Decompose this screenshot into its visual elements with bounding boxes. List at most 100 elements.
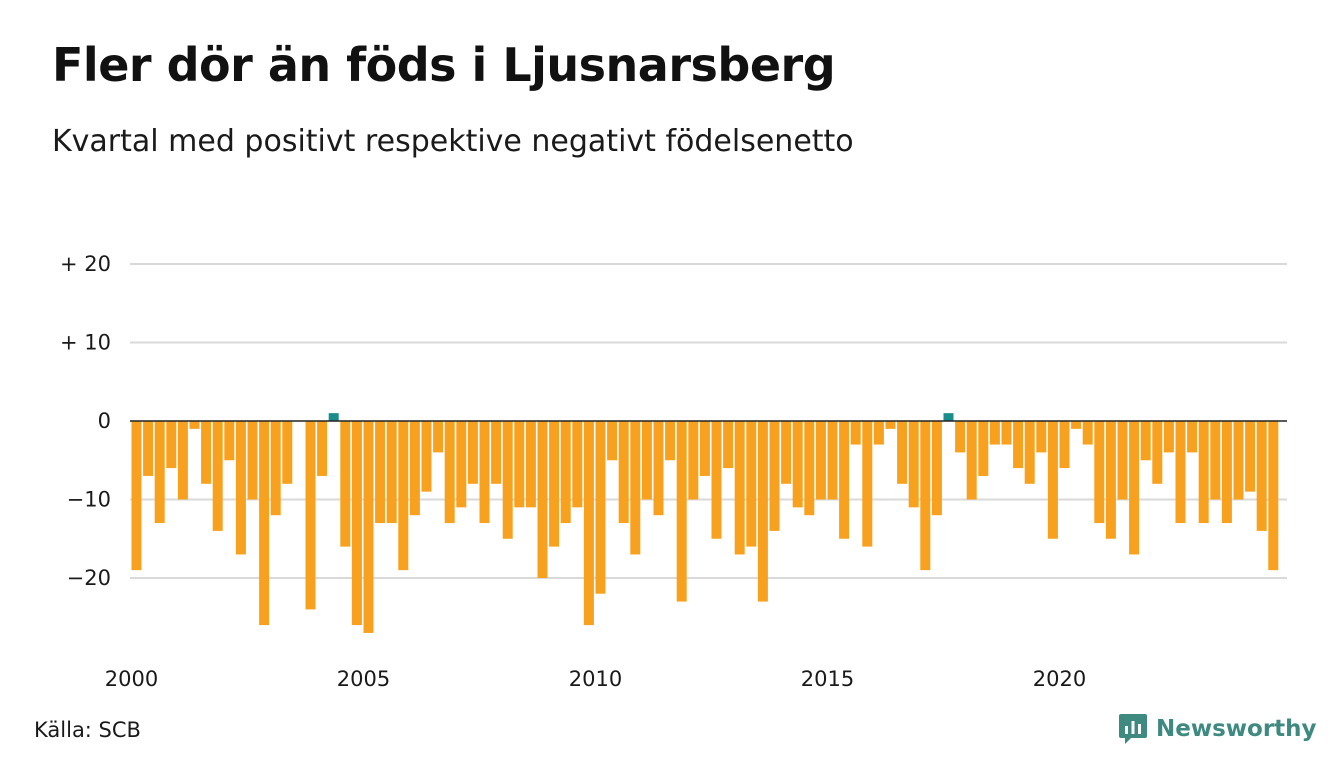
- bar-negative: [989, 421, 1000, 445]
- bar-negative: [583, 421, 594, 626]
- newsworthy-logo-icon: [1119, 714, 1147, 744]
- bar-negative: [873, 421, 884, 445]
- bar-negative: [386, 421, 397, 524]
- bars: [131, 413, 1279, 633]
- source-note: Källa: SCB: [34, 718, 141, 742]
- x-tick-label: 2015: [801, 667, 854, 691]
- bar-negative: [966, 421, 977, 500]
- bar-negative: [560, 421, 571, 524]
- bar-negative: [177, 421, 188, 500]
- y-tick-label: + 20: [60, 252, 111, 276]
- axis-labels: + 20 + 10 0 −10 −20 2000 2005 2010 2015 2020: [60, 252, 1086, 691]
- bar-negative: [479, 421, 490, 524]
- bar-negative: [1210, 421, 1221, 500]
- bar-negative: [189, 421, 200, 429]
- bar-negative: [514, 421, 525, 508]
- bar-negative: [131, 421, 142, 571]
- bar-negative: [955, 421, 966, 453]
- bar-negative: [746, 421, 757, 547]
- bar-negative: [375, 421, 386, 524]
- chart-title: Fler dör än föds i Ljusnarsberg: [52, 38, 836, 92]
- bar-negative: [224, 421, 235, 461]
- bar-negative: [456, 421, 467, 508]
- bar-negative: [630, 421, 641, 555]
- bar-negative: [1117, 421, 1128, 500]
- bar-negative: [549, 421, 560, 547]
- bar-negative: [688, 421, 699, 500]
- bar-negative: [897, 421, 908, 484]
- bar-negative: [143, 421, 154, 476]
- bar-negative: [1245, 421, 1256, 492]
- bar-negative: [978, 421, 989, 476]
- y-tick-label: −10: [67, 488, 111, 512]
- bar-negative: [815, 421, 826, 500]
- bar-negative: [525, 421, 536, 508]
- bar-negative: [1187, 421, 1198, 453]
- bar-negative: [1094, 421, 1105, 524]
- bar-negative: [920, 421, 931, 571]
- bar-negative: [734, 421, 745, 555]
- bar-negative: [259, 421, 270, 626]
- bar-negative: [850, 421, 861, 445]
- bar-negative: [421, 421, 432, 492]
- bar-negative: [781, 421, 792, 484]
- bar-negative: [1256, 421, 1267, 531]
- bar-negative: [792, 421, 803, 508]
- bar-negative: [1233, 421, 1244, 500]
- grid-lines: [130, 263, 1287, 579]
- bar-negative: [1071, 421, 1082, 429]
- bar-negative: [572, 421, 583, 508]
- bar-negative: [166, 421, 177, 469]
- bar-negative: [1036, 421, 1047, 453]
- brand-name: Newsworthy: [1156, 716, 1317, 742]
- bar-negative: [351, 421, 362, 626]
- x-tick-label: 2010: [569, 667, 622, 691]
- bar-negative: [305, 421, 316, 610]
- bar-negative: [1175, 421, 1186, 524]
- y-tick-label: 0: [98, 409, 111, 433]
- bar-negative: [433, 421, 444, 453]
- bar-negative: [491, 421, 502, 484]
- brand-logo: Newsworthy: [1118, 712, 1317, 746]
- bar-negative: [804, 421, 815, 516]
- bar-negative: [247, 421, 258, 500]
- bar-negative: [862, 421, 873, 547]
- bar-negative: [154, 421, 165, 524]
- bar-negative: [282, 421, 293, 484]
- bar-negative: [317, 421, 328, 476]
- y-tick-label: −20: [67, 566, 111, 590]
- bar-negative: [595, 421, 606, 594]
- bar-negative: [839, 421, 850, 539]
- bar-negative: [908, 421, 919, 508]
- x-tick-label: 2020: [1033, 667, 1086, 691]
- bar-negative: [502, 421, 513, 539]
- bar-negative: [676, 421, 687, 602]
- bar-negative: [1140, 421, 1151, 461]
- bar-negative: [1001, 421, 1012, 445]
- bar-negative: [1221, 421, 1232, 524]
- bar-negative: [699, 421, 710, 476]
- bar-negative: [1268, 421, 1279, 571]
- bar-negative: [757, 421, 768, 602]
- bar-negative: [409, 421, 420, 516]
- bar-negative: [1013, 421, 1024, 469]
- bar-negative: [235, 421, 246, 555]
- bar-negative: [444, 421, 455, 524]
- bar-negative: [1047, 421, 1058, 539]
- bar-negative: [769, 421, 780, 531]
- bar-negative: [665, 421, 676, 461]
- x-tick-label: 2005: [337, 667, 390, 691]
- bar-negative: [201, 421, 212, 484]
- chart-subtitle: Kvartal med positivt respektive negativt…: [52, 124, 854, 159]
- bar-positive: [943, 413, 954, 421]
- bar-negative: [340, 421, 351, 547]
- bar-negative: [885, 421, 896, 429]
- bar-negative: [653, 421, 664, 516]
- bar-negative: [641, 421, 652, 500]
- bar-negative: [212, 421, 223, 531]
- bar-negative: [1105, 421, 1116, 539]
- bar-negative: [1163, 421, 1174, 453]
- bar-negative: [537, 421, 548, 578]
- x-tick-label: 2000: [105, 667, 158, 691]
